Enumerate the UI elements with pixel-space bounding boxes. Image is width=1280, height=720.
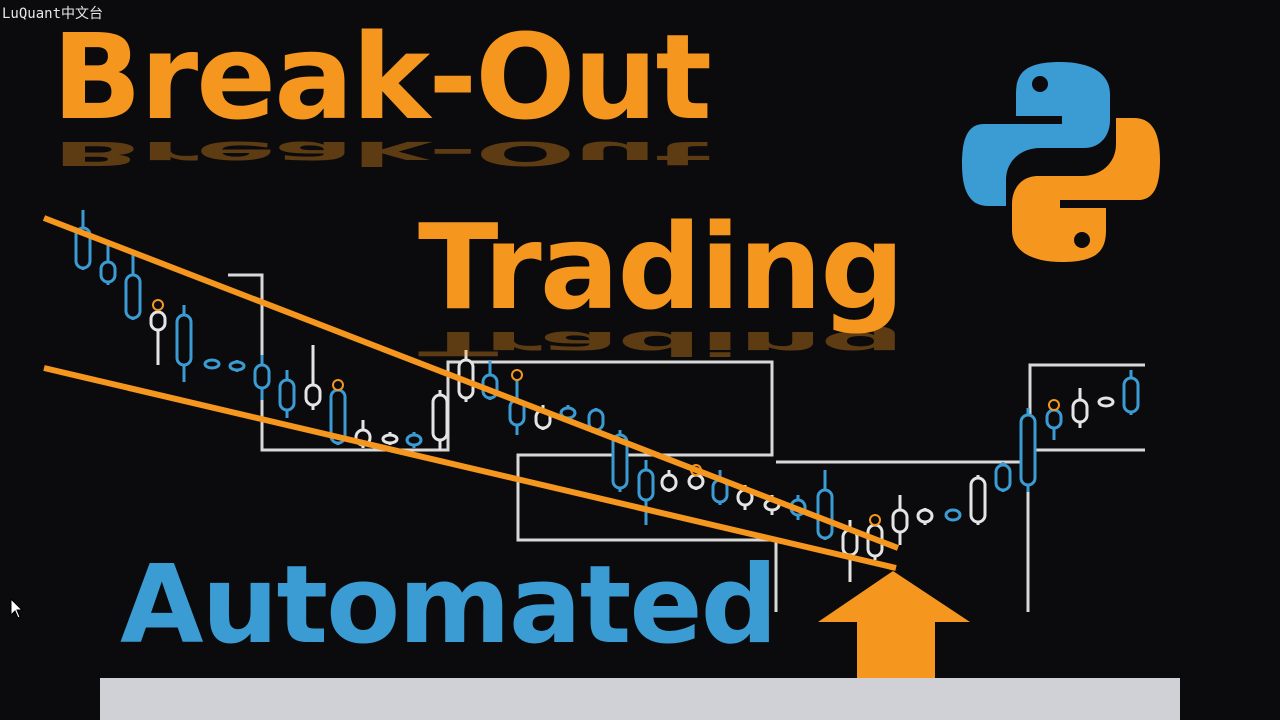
candle-body	[1019, 413, 1037, 487]
candle-body	[969, 476, 987, 524]
candle-body	[175, 313, 193, 367]
upper-trendline	[42, 215, 900, 551]
candle-body	[304, 383, 322, 407]
headline-line1: Break-Out	[52, 8, 712, 146]
candle-marker	[332, 379, 344, 391]
lower-trendline	[43, 365, 897, 571]
channel-watermark: LuQuant中文台	[2, 6, 104, 22]
candle-body	[687, 473, 705, 490]
candle-body	[891, 508, 909, 534]
candle-body	[203, 358, 221, 370]
candle-body	[1071, 398, 1089, 424]
headline-line2: Trading	[418, 198, 905, 336]
python-logo-icon	[962, 62, 1160, 262]
candle-body	[1122, 376, 1140, 414]
candle-body	[253, 363, 271, 390]
candle-body	[431, 393, 449, 442]
candle-body	[611, 433, 629, 490]
candle-body	[1045, 408, 1063, 430]
candle-body	[124, 273, 142, 320]
mouse-pointer-icon	[10, 598, 24, 619]
candle-body	[74, 226, 92, 270]
candle-body	[278, 378, 296, 412]
candle-body	[916, 508, 934, 524]
candle-body	[994, 463, 1012, 492]
subtitle-bar	[100, 678, 1180, 720]
candle-body	[99, 260, 117, 284]
candle-marker	[511, 369, 523, 381]
candle-marker	[869, 514, 881, 526]
candle-body	[149, 310, 167, 332]
candle-marker	[152, 299, 164, 311]
candle-body	[816, 488, 834, 540]
candle-body	[405, 433, 423, 447]
candle-marker	[1048, 399, 1060, 411]
up-arrow-icon	[818, 571, 970, 680]
candle-body	[381, 433, 399, 445]
headline-line3: Automated	[120, 543, 778, 668]
candle-body	[944, 508, 962, 522]
candle-body	[1097, 396, 1115, 408]
candle-body	[660, 473, 678, 492]
candle-body	[637, 468, 655, 502]
candle-body	[228, 360, 246, 372]
